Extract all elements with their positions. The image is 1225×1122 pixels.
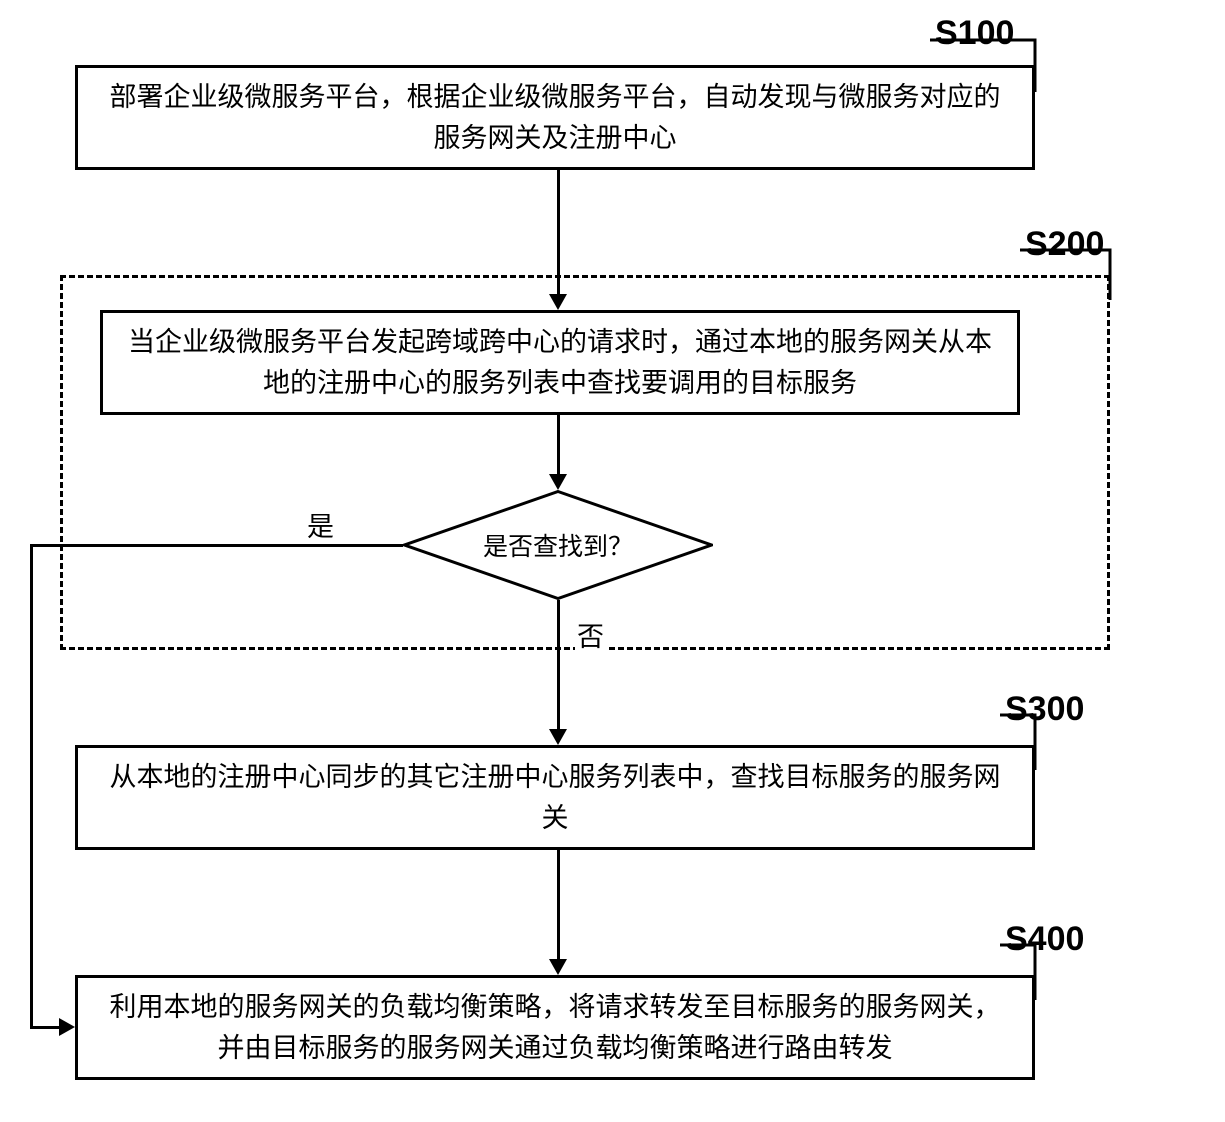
step-s400-label: S400 (1005, 920, 1084, 959)
flowchart-canvas: 部署企业级微服务平台，根据企业级微服务平台，自动发现与微服务对应的服务网关及注册… (0, 0, 1225, 1122)
